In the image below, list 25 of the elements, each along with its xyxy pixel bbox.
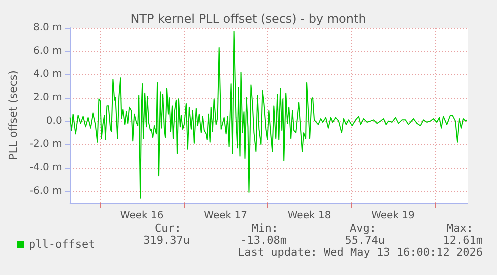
text: Cur:	[155, 222, 182, 235]
chart-title: NTP kernel PLL offset (secs) - by month	[130, 12, 366, 26]
text: Min:	[252, 222, 278, 235]
y-tick-label: 2.0 m	[34, 92, 62, 104]
text: Last update: Wed May 13 16:00:12 2026	[238, 246, 484, 259]
text: 319.37u	[144, 234, 190, 247]
x-tick-label: Week 16	[120, 210, 164, 222]
text: -13.08m	[240, 234, 288, 247]
y-tick-label: -6.0 m	[30, 186, 62, 197]
y-tick-label: 6.0 m	[34, 46, 62, 57]
line-series	[70, 31, 468, 199]
y-tick-label: -4.0 m	[30, 162, 62, 174]
y-tick-label: 4.0 m	[34, 69, 62, 80]
text: 12.61m	[443, 234, 484, 247]
text: Avg:	[350, 222, 376, 235]
x-tick-label: Week 18	[288, 210, 332, 222]
y-tick-label: -2.0 m	[30, 139, 62, 150]
text: Max:	[447, 222, 474, 235]
y-tick-label: 8.0 m	[34, 22, 62, 34]
x-tick-label: Week 19	[372, 210, 415, 222]
legend-label: pll-offset	[29, 238, 96, 251]
y-tick-label: 0.0	[46, 116, 62, 127]
x-tick-label: Week 17	[204, 210, 248, 222]
y-axis-title: PLL offset (secs)	[7, 70, 20, 160]
text: 55.74u	[345, 234, 386, 247]
